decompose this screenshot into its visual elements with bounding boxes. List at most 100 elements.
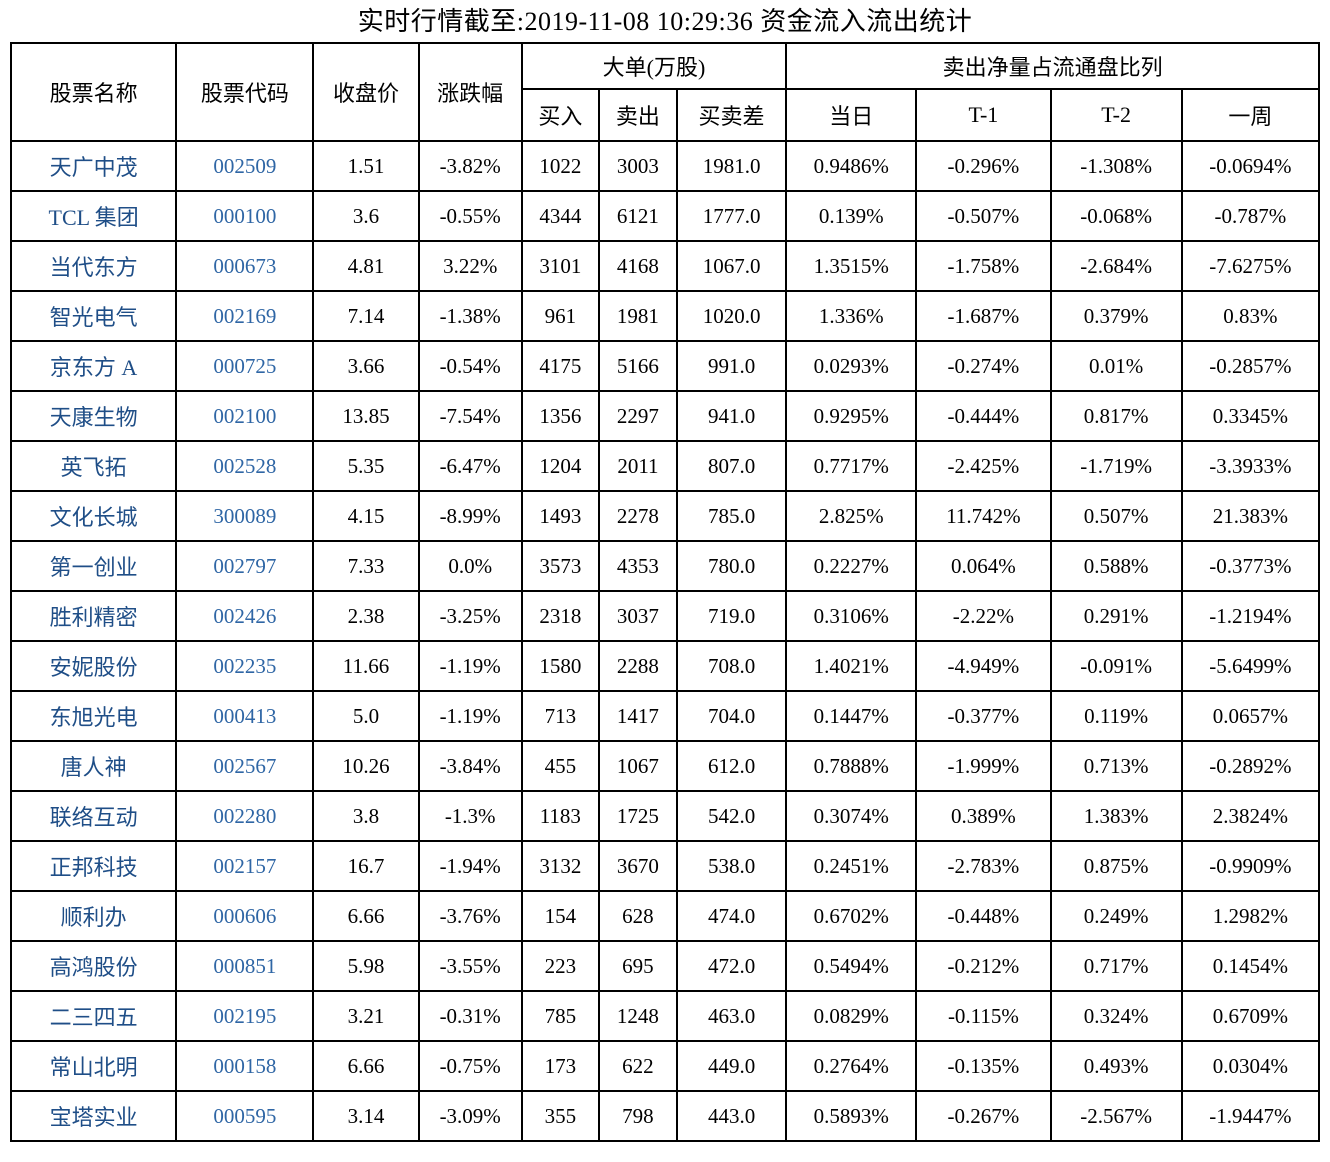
cell-t1: -1.999% <box>915 740 1052 793</box>
cell-code: 000851 <box>175 940 315 993</box>
cell-sell: 622 <box>597 1040 678 1093</box>
cell-buy: 455 <box>520 740 600 793</box>
cell-price: 1.51 <box>312 140 420 193</box>
cell-t2: 0.875% <box>1049 840 1183 893</box>
table-row: 正邦科技 002157 16.7 -1.94% 3132 3670 538.0 0.2451%… <box>9 840 1321 893</box>
cell-name: 联络互动 <box>9 790 178 843</box>
cell-price: 5.0 <box>312 690 420 743</box>
cell-t1: -2.425% <box>915 440 1052 493</box>
cell-price: 3.66 <box>312 340 420 393</box>
cell-code: 002100 <box>175 390 315 443</box>
cell-day: 0.2227% <box>785 540 918 593</box>
cell-t2: -2.567% <box>1049 1090 1183 1143</box>
table-row: 第一创业 002797 7.33 0.0% 3573 4353 780.0 0.2227% 0.… <box>9 540 1321 593</box>
cell-diff: 1020.0 <box>675 290 788 343</box>
cell-day: 2.825% <box>785 490 918 543</box>
cell-diff: 991.0 <box>675 340 788 393</box>
cell-name: 胜利精密 <box>9 590 178 643</box>
table-row: 京东方 A 000725 3.66 -0.54% 4175 5166 991.0 0.0293… <box>9 340 1321 393</box>
col-header-stock-name: 股票名称 <box>9 42 178 143</box>
cell-name: 天广中茂 <box>9 140 178 193</box>
cell-diff: 704.0 <box>675 690 788 743</box>
cell-price: 5.98 <box>312 940 420 993</box>
cell-t2: 1.383% <box>1049 790 1183 843</box>
cell-t2: 0.817% <box>1049 390 1183 443</box>
cell-diff: 780.0 <box>675 540 788 593</box>
cell-price: 4.15 <box>312 490 420 543</box>
cell-change: -3.84% <box>417 740 523 793</box>
cell-name: 安妮股份 <box>9 640 178 693</box>
cell-week: -0.787% <box>1180 190 1321 243</box>
cell-t1: 0.064% <box>915 540 1052 593</box>
cell-sell: 1981 <box>597 290 678 343</box>
cell-t2: 0.01% <box>1049 340 1183 393</box>
cell-t1: 0.389% <box>915 790 1052 843</box>
cell-t2: 0.588% <box>1049 540 1183 593</box>
cell-week: 0.3345% <box>1180 390 1321 443</box>
cell-name: 东旭光电 <box>9 690 178 743</box>
cell-t2: 0.717% <box>1049 940 1183 993</box>
cell-price: 5.35 <box>312 440 420 493</box>
table-row: 联络互动 002280 3.8 -1.3% 1183 1725 542.0 0.3074% 0.… <box>9 790 1321 843</box>
cell-day: 1.4021% <box>785 640 918 693</box>
cell-diff: 785.0 <box>675 490 788 543</box>
cell-change: -0.54% <box>417 340 523 393</box>
cell-price: 3.6 <box>312 190 420 243</box>
col-group-net-sell-ratio: 卖出净量占流通盘比列 <box>785 42 1320 91</box>
cell-sell: 628 <box>597 890 678 943</box>
cell-t2: 0.249% <box>1049 890 1183 943</box>
cell-week: 0.0657% <box>1180 690 1321 743</box>
cell-t1: -0.115% <box>915 990 1052 1043</box>
cell-t1: -4.949% <box>915 640 1052 693</box>
cell-price: 16.7 <box>312 840 420 893</box>
cell-week: 0.6709% <box>1180 990 1321 1043</box>
cell-price: 4.81 <box>312 240 420 293</box>
cell-buy: 355 <box>520 1090 600 1143</box>
cell-t1: -0.212% <box>915 940 1052 993</box>
cell-day: 0.6702% <box>785 890 918 943</box>
cell-name: 顺利办 <box>9 890 178 943</box>
cell-t1: -0.444% <box>915 390 1052 443</box>
cell-diff: 542.0 <box>675 790 788 843</box>
cell-t2: -0.091% <box>1049 640 1183 693</box>
cell-week: 0.0304% <box>1180 1040 1321 1093</box>
cell-sell: 5166 <box>597 340 678 393</box>
col-header-change-pct: 涨跌幅 <box>417 42 523 143</box>
cell-day: 0.0293% <box>785 340 918 393</box>
table-row: 顺利办 000606 6.66 -3.76% 154 628 474.0 0.6702% -0.… <box>9 890 1321 943</box>
cell-t2: -2.684% <box>1049 240 1183 293</box>
cell-price: 6.66 <box>312 890 420 943</box>
cell-name: 文化长城 <box>9 490 178 543</box>
cell-name: 正邦科技 <box>9 840 178 893</box>
cell-diff: 474.0 <box>675 890 788 943</box>
cell-sell: 3037 <box>597 590 678 643</box>
cell-name: TCL 集团 <box>9 190 178 243</box>
cell-day: 0.2451% <box>785 840 918 893</box>
cell-diff: 443.0 <box>675 1090 788 1143</box>
cell-code: 002280 <box>175 790 315 843</box>
cell-code: 000100 <box>175 190 315 243</box>
cell-buy: 1493 <box>520 490 600 543</box>
cell-t2: 0.379% <box>1049 290 1183 343</box>
cell-day: 1.3515% <box>785 240 918 293</box>
header-sub-row: 买入 卖出 买卖差 当日 T-1 T-2 一周 <box>11 88 1321 143</box>
col-header-close-price: 收盘价 <box>312 42 420 143</box>
cell-t1: -0.274% <box>915 340 1052 393</box>
cell-t1: -1.758% <box>915 240 1052 293</box>
cell-name: 第一创业 <box>9 540 178 593</box>
cell-name: 唐人神 <box>9 740 178 793</box>
col-group-big-orders: 大单(万股) <box>520 42 788 91</box>
cell-week: -0.3773% <box>1180 540 1321 593</box>
cell-sell: 3003 <box>597 140 678 193</box>
cell-week: -0.2857% <box>1180 340 1321 393</box>
cell-buy: 713 <box>520 690 600 743</box>
col-header-sell: 卖出 <box>597 88 678 143</box>
cell-sell: 695 <box>597 940 678 993</box>
cell-sell: 2288 <box>597 640 678 693</box>
cell-code: 000595 <box>175 1090 315 1143</box>
cell-buy: 961 <box>520 290 600 343</box>
cell-diff: 612.0 <box>675 740 788 793</box>
cell-price: 10.26 <box>312 740 420 793</box>
cell-t2: 0.493% <box>1049 1040 1183 1093</box>
cell-t1: -0.507% <box>915 190 1052 243</box>
